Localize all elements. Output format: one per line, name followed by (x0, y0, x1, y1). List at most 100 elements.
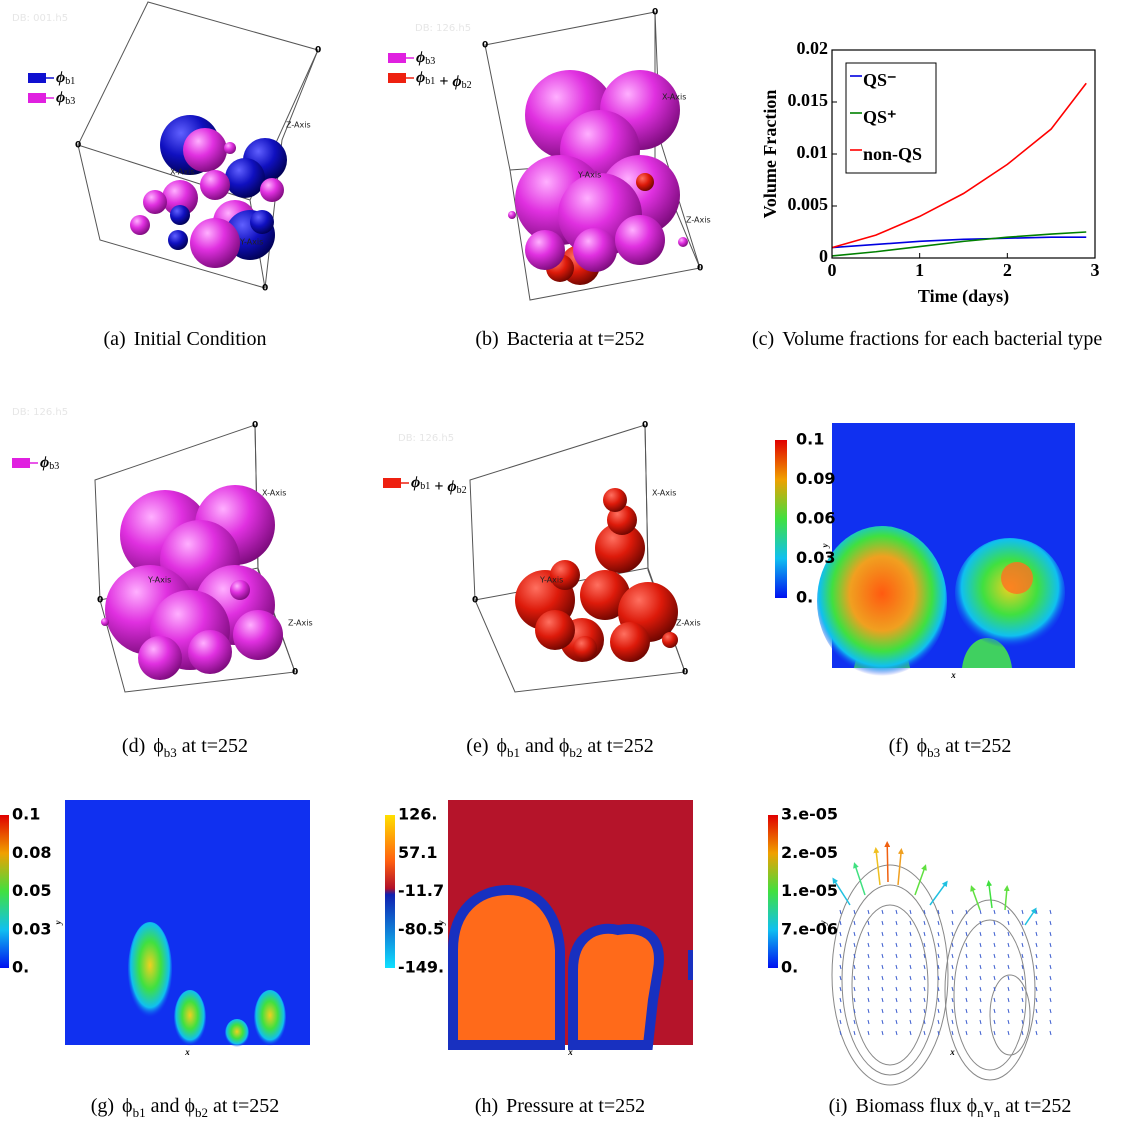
legend-entry: ϕb3 (40, 454, 59, 473)
flux-arrow (887, 844, 888, 882)
render-3d: DB: 001.h5X-AxisY-AxisZ-Axis000ϕb1ϕb3 (12, 2, 321, 294)
legend-entry: ϕb1 + ϕb2 (416, 69, 472, 92)
cell-blob (130, 215, 150, 235)
caption-label: (g) (91, 1095, 114, 1117)
caption-text: and ϕ (146, 1095, 195, 1117)
colorbar (0, 815, 9, 968)
caption-text: Biomass flux ϕ (855, 1095, 977, 1117)
y-axis-title: Volume Fraction (760, 90, 780, 219)
field-edge (688, 950, 693, 980)
cell-blob (508, 211, 516, 219)
cell-blob (610, 622, 650, 662)
legend-entry: QS⁺ (863, 107, 897, 127)
caption: (f)ϕb3 at t=252 (770, 732, 1130, 767)
colorbar-label: 3.e-05 (781, 805, 838, 824)
colorbar-label: 0. (12, 958, 29, 977)
caption-subscript: b3 (927, 745, 940, 760)
colorbar-label: 0.03 (796, 548, 835, 567)
cell-blob (662, 632, 678, 648)
colorbar-label: 0.05 (12, 881, 51, 900)
caption: (a)Initial Condition (20, 325, 350, 353)
caption-label: (f) (889, 735, 909, 757)
caption-label: (h) (475, 1095, 498, 1117)
axis-label: Y-Axis (239, 238, 263, 247)
legend-subscript: b3 (425, 56, 435, 67)
cell-blob (188, 630, 232, 674)
corner-label: 0 (682, 668, 688, 678)
caption-text: at t=252 (582, 735, 653, 757)
corner-label: 0 (252, 421, 258, 431)
axis-title: x (949, 1047, 955, 1057)
field-blob (817, 526, 947, 676)
colorbar (768, 815, 778, 968)
caption-text: at t=252 (208, 1095, 279, 1117)
cell-blob (603, 488, 627, 512)
field-plot: 3.e-052.e-051.e-057.e-060.xy (768, 800, 1075, 1085)
caption: (d)ϕb3 at t=252 (20, 732, 350, 767)
legend-swatch (383, 478, 401, 488)
corner-label: 0 (75, 141, 81, 151)
legend-swatch (12, 458, 30, 468)
cell-blob (525, 230, 565, 270)
legend-subscript: b3 (65, 96, 75, 107)
caption-text: ϕ (917, 735, 928, 757)
legend-text: ϕ (411, 474, 420, 491)
caption-text: at t=252 (177, 735, 248, 757)
cell-blob (260, 178, 284, 202)
cell-blob (535, 610, 575, 650)
colorbar-label: 57.1 (398, 843, 437, 862)
field-plot: 0.10.090.060.030.xy (775, 423, 1075, 680)
cell-blob (573, 636, 597, 660)
corner-label: 0 (482, 41, 488, 51)
axis-label: X-Axis (652, 489, 676, 498)
caption-label: (e) (466, 735, 488, 757)
axis-label: Z-Axis (676, 619, 701, 628)
caption-label: (i) (829, 1095, 848, 1117)
cell-blob (230, 580, 250, 600)
colorbar-label: 0.03 (12, 919, 51, 938)
cell-blob (138, 636, 182, 680)
colorbar-label: 0.06 (796, 509, 835, 528)
colorbar-label: 2.e-05 (781, 843, 838, 862)
field-blob (254, 990, 286, 1046)
cell-blob (101, 618, 109, 626)
legend-entry: ϕb1 (56, 69, 75, 88)
axis-title: x (184, 1047, 190, 1057)
caption-text: v (984, 1095, 994, 1117)
colorbar-label: 0. (796, 588, 813, 607)
field-plot: 0.10.080.050.030.xy (0, 800, 310, 1057)
legend-subscript: b1 (420, 481, 430, 492)
caption-subscript: b1 (133, 1105, 146, 1120)
axis-label: Y-Axis (577, 171, 601, 180)
field-blob (573, 929, 659, 1045)
y-tick-label: 0.015 (788, 90, 829, 110)
colorbar-label: 0.08 (12, 843, 51, 862)
cell-blob (225, 158, 265, 198)
legend-entry: non-QS (863, 144, 922, 164)
caption-text: ϕ (496, 735, 507, 757)
caption: (g)ϕb1 and ϕb2 at t=252 (20, 1092, 350, 1127)
field-blob (174, 990, 206, 1046)
y-tick-label: 0.01 (797, 142, 829, 162)
legend-swatch (28, 93, 46, 103)
caption-subscript: b1 (507, 745, 520, 760)
axis-label: Y-Axis (539, 576, 563, 585)
watermark: DB: 126.h5 (415, 23, 471, 34)
colorbar-label: 1.e-05 (781, 881, 838, 900)
field-blob (128, 922, 172, 1018)
colorbar (775, 440, 787, 598)
cell-blob (678, 237, 688, 247)
axis-title: y (820, 543, 830, 549)
caption: (e)ϕb1 and ϕb2 at t=252 (395, 732, 725, 767)
cell-blob (615, 215, 665, 265)
legend-swatch (28, 73, 46, 83)
watermark: DB: 001.h5 (12, 13, 68, 24)
x-tick-label: 0 (828, 260, 837, 280)
y-tick-label: 0.005 (788, 194, 829, 214)
corner-label: 0 (262, 284, 268, 294)
axis-label: Z-Axis (288, 619, 313, 628)
axis-label: X-Axis (662, 93, 686, 102)
axis-label: Y-Axis (147, 576, 171, 585)
caption-text: and ϕ (520, 735, 569, 757)
